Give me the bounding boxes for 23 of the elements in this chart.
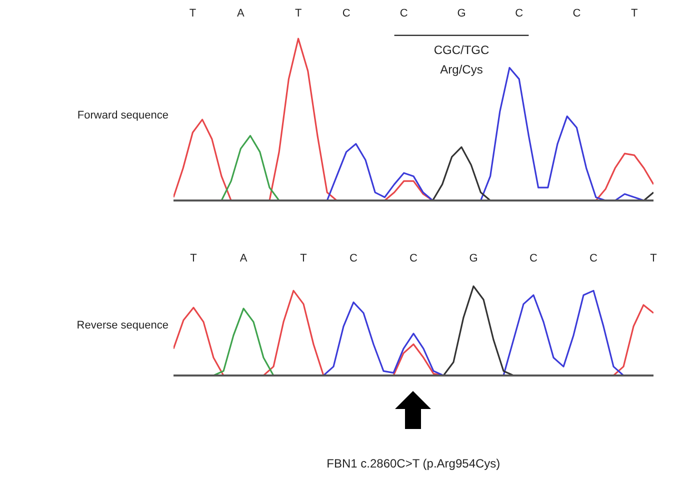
y-axis-title: Forward sequence xyxy=(77,110,169,122)
x-tick-label: C xyxy=(590,252,598,264)
x-tick-label: T xyxy=(189,8,196,20)
x-tick-label: T xyxy=(294,8,302,20)
annotation: Arg/Cys xyxy=(440,62,483,76)
x-tick-label: T xyxy=(300,252,308,264)
x-tick-label: T xyxy=(650,252,658,264)
x-tick-label: C xyxy=(350,252,358,264)
x-tick-label: C xyxy=(400,8,408,20)
annotation: CGC/TGC xyxy=(434,42,490,57)
x-tick-label: A xyxy=(240,252,248,264)
x-tick-label: C xyxy=(572,8,581,20)
x-tick-label: A xyxy=(237,8,246,20)
x-tick-label: C xyxy=(530,252,538,264)
x-tick-label: C xyxy=(515,8,524,20)
x-tick-label: C xyxy=(410,252,418,264)
text: FBN1 c.2860C>T (p.Arg954Cys) xyxy=(326,456,500,471)
x-tick-label: T xyxy=(630,8,638,20)
y-axis-title: Reverse sequence xyxy=(76,320,169,332)
x-tick-label: T xyxy=(190,252,198,264)
x-tick-label: G xyxy=(457,8,466,20)
x-tick-label: G xyxy=(469,252,478,264)
x-tick-label: C xyxy=(342,8,350,20)
